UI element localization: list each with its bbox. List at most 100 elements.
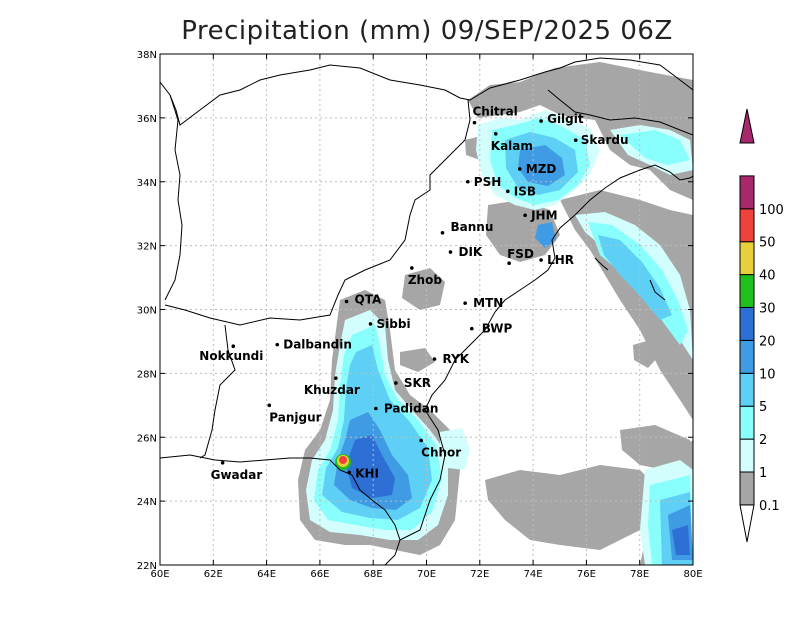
city-dot — [334, 376, 338, 380]
lat-tick-label: 26N — [137, 433, 157, 444]
lon-tick-label: 60E — [150, 569, 169, 580]
city-label: Chitral — [472, 105, 517, 119]
legend-swatch — [739, 208, 755, 243]
city-dot — [394, 381, 398, 385]
legend-swatch — [739, 405, 755, 440]
city-label: Skardu — [581, 133, 629, 147]
city-dot — [267, 403, 272, 408]
city-dot — [493, 132, 498, 136]
city-dot — [368, 322, 373, 326]
city-label: LHR — [547, 253, 574, 267]
legend-label: 1 — [759, 466, 767, 481]
lat-tick-label: 32N — [137, 242, 157, 253]
city-dot — [220, 461, 225, 465]
city-label: DIK — [458, 245, 482, 259]
city-dot — [539, 119, 543, 123]
lon-tick-label: 78E — [630, 569, 649, 580]
city-dot — [374, 406, 378, 411]
city-dot — [472, 120, 477, 125]
legend-label: 30 — [759, 302, 776, 317]
legend-label: 2 — [759, 433, 767, 448]
city-dot — [539, 258, 543, 262]
lon-tick-label: 62E — [204, 569, 223, 580]
city-label: FSD — [507, 247, 534, 261]
lat-tick-label: 38N — [137, 50, 157, 61]
city-dot — [344, 299, 349, 304]
map-title: Precipitation (mm) 09/SEP/2025 06Z — [181, 16, 673, 46]
lon-tick-label: 68E — [364, 569, 383, 580]
city-dot — [347, 470, 352, 475]
city-label: Nokkundi — [199, 349, 263, 363]
city-label: Gwadar — [211, 468, 263, 482]
lon-tick-label: 64E — [257, 569, 276, 580]
precipitation-field — [298, 62, 693, 565]
legend-label: 10 — [759, 367, 776, 382]
city-label: Padidan — [384, 402, 439, 416]
legend-swatch — [739, 339, 755, 374]
legend-swatch — [739, 241, 755, 276]
city-label: MZD — [526, 162, 557, 176]
legend-label: 50 — [759, 236, 776, 251]
city-dot — [523, 213, 527, 218]
lon-tick-label: 76E — [577, 569, 596, 580]
precipitation-legend: 0.1 1 2 5 10 20 30 40 50 100 — [739, 108, 784, 542]
city-dot — [463, 301, 467, 305]
lon-tick-label: 66E — [310, 569, 329, 580]
city-label: BWP — [482, 322, 513, 336]
legend-swatch — [739, 175, 755, 210]
lon-tick-label: 74E — [524, 569, 543, 580]
legend-bottom-arrow — [739, 504, 755, 542]
city-dot — [505, 189, 510, 194]
legend-swatch — [739, 471, 755, 506]
lat-tick-label: 36N — [137, 114, 157, 125]
city-label: Sibbi — [377, 317, 411, 331]
map-grid — [160, 54, 693, 565]
lon-tick-label: 80E — [683, 569, 702, 580]
city-label: ISB — [514, 184, 536, 198]
city-label: RYK — [442, 352, 469, 366]
legend-top-arrow — [739, 108, 755, 144]
city-label: Gilgit — [547, 112, 584, 126]
city-dot — [470, 326, 474, 331]
city-dot — [507, 261, 511, 265]
lat-tick-label: 30N — [137, 306, 157, 317]
city-markers: Chitral Kalam Gilgit Skardu MZD PSH ISB JHM Bann… — [199, 105, 628, 482]
legend-swatch — [739, 438, 755, 473]
city-label: JHM — [530, 208, 557, 222]
city-dot — [466, 179, 470, 184]
city-label: MTN — [473, 296, 503, 310]
legend-swatch — [739, 307, 755, 341]
city-dot — [573, 138, 578, 143]
city-label: Panjgur — [269, 410, 321, 424]
lon-tick-label: 70E — [417, 569, 436, 580]
city-label: KHI — [355, 466, 379, 480]
legend-label: 5 — [759, 400, 767, 415]
legend-label: 40 — [759, 269, 776, 284]
city-dot — [448, 250, 453, 254]
city-dot — [440, 231, 445, 235]
city-dot — [432, 357, 437, 361]
lat-tick-label: 34N — [137, 178, 157, 189]
legend-swatch — [739, 274, 755, 309]
city-label: PSH — [474, 175, 501, 189]
city-label: QTA — [355, 293, 382, 307]
city-label: Zhob — [408, 273, 442, 287]
city-label: Khuzdar — [304, 383, 360, 397]
lat-tick-label: 28N — [137, 369, 157, 380]
city-dot — [231, 344, 236, 349]
city-dot — [275, 342, 280, 347]
city-label: Dalbandin — [283, 338, 352, 352]
axis-ticks: 60E 62E 64E 66E 68E 70E 72E 74E 76E 78E 80E 22N 24N 2… — [137, 50, 703, 580]
lat-tick-label: 22N — [137, 561, 157, 572]
city-dot — [419, 438, 423, 443]
lat-tick-label: 24N — [137, 497, 157, 508]
city-label: SKR — [404, 376, 431, 390]
legend-label: 20 — [759, 334, 776, 349]
city-label: Bannu — [450, 220, 493, 234]
city-label: Kalam — [491, 139, 533, 153]
legend-label: 100 — [759, 203, 784, 218]
legend-swatch — [739, 372, 755, 407]
city-dot — [410, 266, 414, 270]
city-dot — [517, 167, 522, 171]
